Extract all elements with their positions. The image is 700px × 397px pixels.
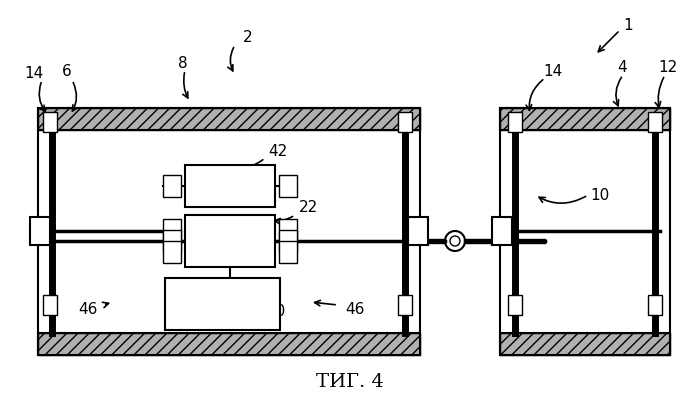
Text: 46: 46	[78, 303, 98, 318]
Bar	[408, 217, 428, 245]
Text: ΤИГ. 4: ΤИГ. 4	[316, 373, 384, 391]
Bar	[508, 112, 522, 132]
Bar	[165, 278, 280, 330]
Bar	[43, 112, 57, 132]
Bar	[279, 219, 297, 241]
Bar	[163, 175, 181, 197]
Text: 12: 12	[659, 60, 678, 75]
Text: 4: 4	[617, 60, 626, 75]
Text: 46: 46	[345, 303, 365, 318]
Bar	[163, 241, 181, 263]
Bar	[279, 175, 297, 197]
Bar	[500, 108, 670, 130]
Bar	[38, 333, 420, 355]
Bar	[500, 108, 670, 355]
Bar	[398, 295, 412, 315]
Bar	[508, 295, 522, 315]
Bar	[500, 333, 670, 355]
Bar	[500, 333, 670, 355]
Text: 1: 1	[623, 17, 633, 33]
Text: 20: 20	[267, 304, 286, 320]
Bar	[30, 217, 50, 245]
Bar	[279, 241, 297, 263]
Bar	[492, 217, 512, 245]
Text: 14: 14	[25, 66, 43, 81]
Bar	[38, 108, 420, 355]
Bar	[398, 112, 412, 132]
Bar	[43, 295, 57, 315]
Text: 14: 14	[543, 64, 563, 79]
Text: 22: 22	[298, 200, 318, 216]
Bar	[648, 112, 662, 132]
Text: 8: 8	[178, 56, 188, 71]
Text: 42: 42	[268, 145, 288, 160]
Bar	[648, 295, 662, 315]
Text: 2: 2	[243, 31, 253, 46]
Bar	[185, 165, 275, 207]
Bar	[163, 219, 181, 241]
Bar	[279, 230, 297, 252]
Bar	[38, 333, 420, 355]
Bar	[185, 215, 275, 267]
Bar	[163, 230, 181, 252]
Bar	[38, 108, 420, 130]
Bar	[500, 108, 670, 130]
Text: 6: 6	[62, 64, 72, 79]
Bar	[38, 108, 420, 130]
Text: 10: 10	[590, 187, 610, 202]
